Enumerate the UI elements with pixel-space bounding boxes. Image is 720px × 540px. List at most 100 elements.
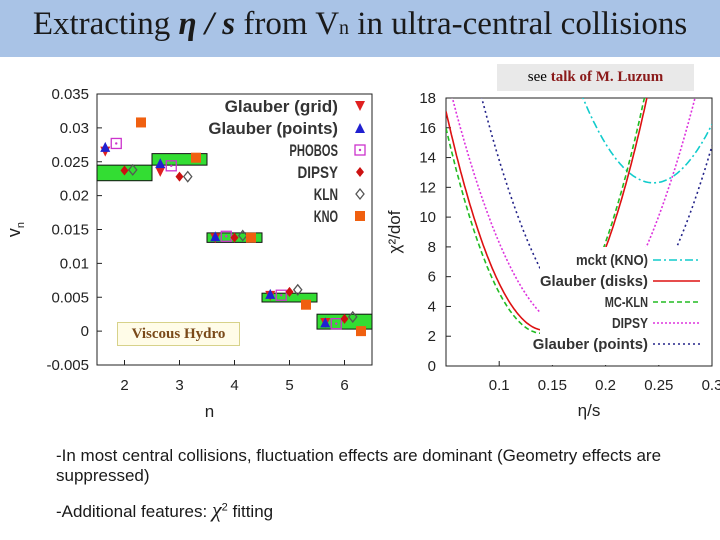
hydro-band	[151, 153, 208, 166]
x-tick-label: 3	[175, 377, 183, 394]
point-glauber-points-	[155, 158, 166, 169]
reference-note: see talk of M. Luzum	[497, 64, 694, 91]
series-line	[446, 98, 646, 334]
point-phobos-dot	[280, 294, 283, 297]
chi-symbol: χ	[211, 497, 222, 522]
legend-marker	[354, 144, 366, 156]
point-kln	[347, 310, 358, 323]
bullet-central: -In most central collisions, fluctuation…	[56, 446, 662, 485]
point-dipsy	[340, 313, 349, 324]
point-glauber-points-	[210, 231, 221, 242]
legend-label: Glauber (disks)	[540, 273, 648, 290]
y-tick-label: 0.035	[51, 86, 89, 103]
legend-label: DIPSY	[298, 163, 339, 182]
point-phobos-dot	[115, 142, 118, 145]
plot-frame	[445, 97, 713, 367]
title-bar	[0, 0, 720, 57]
y-axis-label: vn	[4, 222, 27, 237]
point-glauber-points-	[320, 317, 331, 328]
title-symbol: η / s	[178, 6, 236, 42]
y-tick-label: 0.02	[60, 188, 89, 205]
point-phobos	[275, 289, 287, 301]
point-kno	[136, 117, 146, 128]
chi2-chart: 0 2 4 6 8 10 12 14 16 18 0.1 0.15 0.2 0.25 0.3 η/s χ²/do…	[385, 90, 720, 420]
legend-marker	[355, 187, 365, 201]
bullet-features: -Additional features: χ2 fitting	[56, 497, 273, 523]
x-tick-label: 0.15	[538, 377, 567, 394]
point-phobos	[220, 230, 232, 242]
point-glauber-points-	[100, 141, 111, 152]
x-tick-label: 6	[340, 377, 348, 394]
note-highlight: talk of M. Luzum	[550, 69, 664, 85]
y-tick-label: 14	[419, 150, 436, 167]
legend-label: PHOBOS	[289, 141, 338, 160]
point-kno	[356, 326, 366, 337]
point-dipsy	[120, 165, 129, 176]
y-tick-label: 0.025	[51, 154, 89, 171]
y-tick-label: 12	[419, 179, 436, 196]
legend-label: MC-KLN	[605, 294, 648, 311]
bullet-features-text: -Additional features:	[56, 502, 208, 521]
x-tick-label: 0.25	[644, 377, 673, 394]
legend-label: mckt (KNO)	[576, 252, 648, 269]
point-dipsy	[175, 171, 184, 182]
point-phobos-dot	[170, 164, 173, 168]
y-tick-label: 0.01	[60, 255, 89, 272]
x-tick-label: 0.2	[595, 377, 616, 394]
title-prefix: Extracting	[32, 6, 171, 42]
chi-sup: 2	[221, 501, 228, 514]
y-tick-label: 0.015	[51, 222, 89, 239]
point-dipsy	[285, 286, 294, 297]
y-tick-label: 10	[419, 209, 436, 226]
point-phobos	[165, 160, 177, 172]
point-kln	[182, 170, 193, 183]
point-kln	[292, 283, 303, 296]
point-kln	[237, 229, 248, 242]
legend-label: DIPSY	[612, 315, 648, 332]
point-phobos-dot	[225, 235, 228, 238]
legend-label: Glauber (points)	[208, 119, 338, 138]
vn-chart: -0.005 0 0.005 0.01 0.015 0.02 0.025 0.03 0.035 2…	[4, 86, 373, 421]
y-tick-label: 6	[428, 269, 436, 286]
y-tick-label: -0.005	[46, 357, 89, 374]
legend-marker	[355, 123, 365, 133]
legend-background	[540, 247, 708, 365]
y-tick-label: 16	[419, 120, 436, 137]
y-axis-label: χ²/dof	[385, 210, 404, 253]
point-kno	[191, 152, 201, 163]
title-middle: from V	[243, 6, 340, 42]
x-tick-label: 2	[120, 377, 128, 394]
y-tick-label: 4	[428, 298, 436, 315]
point-kno	[301, 299, 311, 310]
point-glauber-grid-	[155, 166, 166, 177]
bullet-features-end: fitting	[232, 502, 274, 521]
point-kln	[127, 163, 138, 176]
x-tick-label: 0.1	[489, 377, 510, 394]
x-tick-label: 5	[285, 377, 293, 394]
point-glauber-points-	[265, 288, 276, 299]
y-tick-label: 2	[428, 328, 436, 345]
y-tick-label: 0	[81, 323, 89, 340]
legend-marker	[356, 167, 364, 177]
legend-marker	[355, 101, 365, 111]
hydro-label: Viscous Hydro	[117, 322, 240, 346]
point-phobos-dot	[335, 322, 338, 325]
title-subscript: n	[339, 17, 350, 39]
y-tick-label: 18	[419, 90, 436, 107]
y-tick-label: 8	[428, 239, 436, 256]
legend-label: Glauber (points)	[533, 336, 648, 353]
point-phobos	[330, 318, 342, 330]
legend-marker	[355, 211, 365, 221]
x-axis-label: η/s	[578, 401, 601, 420]
legend-label: KNO	[314, 207, 338, 226]
note-prefix: see	[527, 69, 547, 85]
legend-label: Glauber (grid)	[225, 97, 338, 116]
point-kno	[246, 232, 256, 243]
y-tick-label: 0.03	[60, 120, 89, 137]
legend-marker-dot	[358, 148, 362, 152]
legend-label: KLN	[314, 185, 338, 204]
x-axis-label: n	[205, 402, 214, 421]
series-line	[582, 98, 712, 184]
title-suffix: in ultra-central collisions	[357, 6, 688, 42]
slide-title: Extracting η / s from Vn in ultra-centra…	[0, 6, 720, 43]
